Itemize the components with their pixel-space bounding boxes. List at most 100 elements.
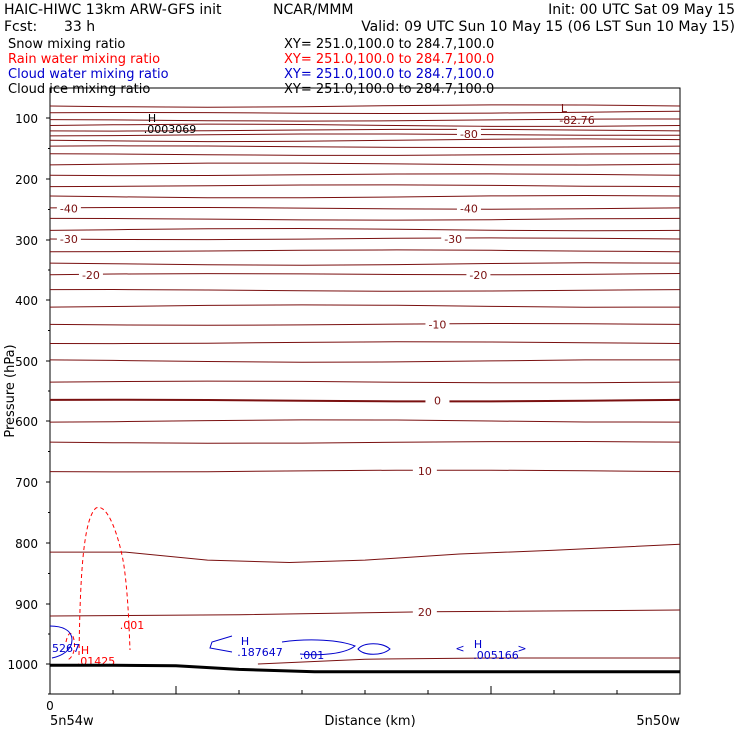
contour-label-bg — [425, 317, 450, 330]
isotherm-line — [49, 207, 681, 210]
contour-label-bg — [78, 267, 103, 280]
y-tick-label: 1000 — [7, 658, 38, 672]
fcst-value: 33 h — [64, 19, 95, 35]
isotherm-line — [257, 657, 680, 665]
y-axis-title: Pressure (hPa) — [3, 344, 18, 437]
isotherm-line — [49, 153, 681, 156]
isotherm-line — [49, 288, 681, 292]
contour-label: -10 — [428, 318, 446, 331]
contour-label-bg — [425, 393, 450, 406]
y-tick-label: 300 — [15, 234, 38, 248]
legend-xy-rain: XY= 251.0,100.0 to 284.7,100.0 — [284, 52, 494, 67]
rain-high-letter: H — [81, 644, 89, 657]
legend: Snow mixing ratio XY= 251.0,100.0 to 284… — [8, 37, 494, 97]
cloud-water-contour-oval — [357, 643, 391, 655]
contour-label: -80 — [460, 128, 478, 141]
contour-label-bg — [456, 126, 481, 139]
isotherm-line — [49, 359, 680, 363]
contour-label: 20 — [418, 606, 432, 619]
isotherm-line — [49, 227, 681, 232]
isotherm-line — [49, 380, 681, 384]
isotherm-line — [49, 440, 681, 444]
isotherm-line — [49, 217, 681, 221]
chart-title: HAIC-HIWC 13km ARW-GFS init — [4, 2, 222, 18]
x-start-label: 5n54w — [50, 714, 94, 729]
cloud-water-contour-mid — [209, 635, 233, 653]
cloud-water-left-chevron: < — [455, 642, 464, 655]
contour-label-bg — [56, 201, 81, 214]
contour-label: -20 — [469, 269, 487, 282]
y-tick-label: 500 — [15, 355, 38, 369]
contour-label: -40 — [460, 202, 478, 215]
y-tick-label: 600 — [15, 415, 38, 429]
cloud-water-value-mid: .187647 — [237, 646, 283, 659]
rain-contour-label: .001 — [120, 619, 145, 632]
legend-xy-cloud-ice: XY= 251.0,100.0 to 284.7,100.0 — [284, 82, 494, 97]
temperature-low-marker: L -82.76 — [559, 102, 594, 127]
isotherm-line — [49, 138, 681, 143]
valid-time: Valid: 09 UTC Sun 10 May 15 (06 LST Sun … — [361, 19, 735, 35]
y-tick-label: 100 — [15, 112, 38, 126]
isotherm-line — [49, 322, 681, 326]
contour-label-bg — [412, 604, 437, 617]
contour-label: -30 — [60, 233, 78, 246]
cloud-water-right-chevron: > — [517, 642, 526, 655]
x-origin-label: 0 — [46, 699, 54, 713]
terrain-line — [50, 663, 680, 674]
cloud-water-label-left: 5267 — [52, 642, 80, 655]
cloud-water-contour-band — [281, 639, 356, 656]
temperature-contours — [49, 104, 681, 665]
contour-label: -40 — [60, 202, 78, 215]
isotherm-line — [49, 145, 681, 149]
isotherm-line — [49, 194, 681, 199]
y-tick-label: 700 — [15, 476, 38, 490]
isotherm-line — [49, 162, 681, 166]
cloud-water-high-letter: H — [241, 635, 249, 648]
rain-water-contour — [78, 507, 131, 656]
rain-water-contour-inner — [65, 633, 75, 661]
y-tick-label: 900 — [15, 598, 38, 612]
isotherm-line — [49, 184, 681, 188]
isotherm-line — [49, 262, 681, 266]
low-value: -82.76 — [559, 114, 594, 127]
high-letter: H — [148, 112, 156, 125]
isotherm-line — [49, 341, 681, 345]
fcst-label: Fcst: — [4, 19, 37, 35]
cloud-water-value-right: .005166 — [473, 649, 519, 662]
legend-label-cloud-ice: Cloud ice mixing ratio — [8, 82, 150, 97]
cloud-water-contour-left — [49, 625, 73, 659]
cloud-water-value-band: .001 — [300, 649, 325, 662]
x-axis-title: Distance (km) — [324, 714, 415, 729]
low-letter: L — [561, 102, 568, 115]
isotherm-line — [49, 123, 681, 127]
contour-label: -30 — [444, 233, 462, 246]
legend-xy-cloud-water: XY= 251.0,100.0 to 284.7,100.0 — [284, 67, 494, 82]
snow-high-marker: H .0003069 — [144, 112, 197, 136]
y-axis: 100 200 300 400 500 600 700 800 900 1000 — [7, 112, 50, 695]
isotherm-line — [49, 469, 681, 473]
isotherm-line — [49, 419, 681, 423]
isotherm-line — [49, 128, 681, 132]
contour-label: 10 — [418, 465, 432, 478]
isotherm-line — [49, 118, 681, 122]
contour-label-bg — [56, 231, 81, 244]
isotherm-line — [49, 398, 681, 403]
contour-label: -20 — [82, 269, 100, 282]
legend-label-cloud-water: Cloud water mixing ratio — [8, 67, 169, 82]
y-tick-label: 200 — [15, 173, 38, 187]
isotherm-line — [49, 273, 681, 276]
isotherm-line — [49, 173, 681, 177]
legend-xy-snow: XY= 251.0,100.0 to 284.7,100.0 — [284, 37, 494, 52]
cloud-water-high-letter-right: H — [474, 638, 482, 651]
contour-label: 0 — [434, 395, 441, 408]
y-tick-label: 800 — [15, 537, 38, 551]
cloud-water-contours: 5267 H .187647 .001 < H .005166 > — [49, 625, 527, 662]
isotherm-line — [49, 249, 681, 253]
legend-label-snow: Snow mixing ratio — [8, 37, 125, 52]
y-tick-label: 400 — [15, 294, 38, 308]
isotherm-line — [49, 237, 681, 241]
isotherm-line — [50, 543, 681, 564]
isotherm-line — [49, 304, 681, 308]
isotherm-line — [49, 609, 681, 617]
